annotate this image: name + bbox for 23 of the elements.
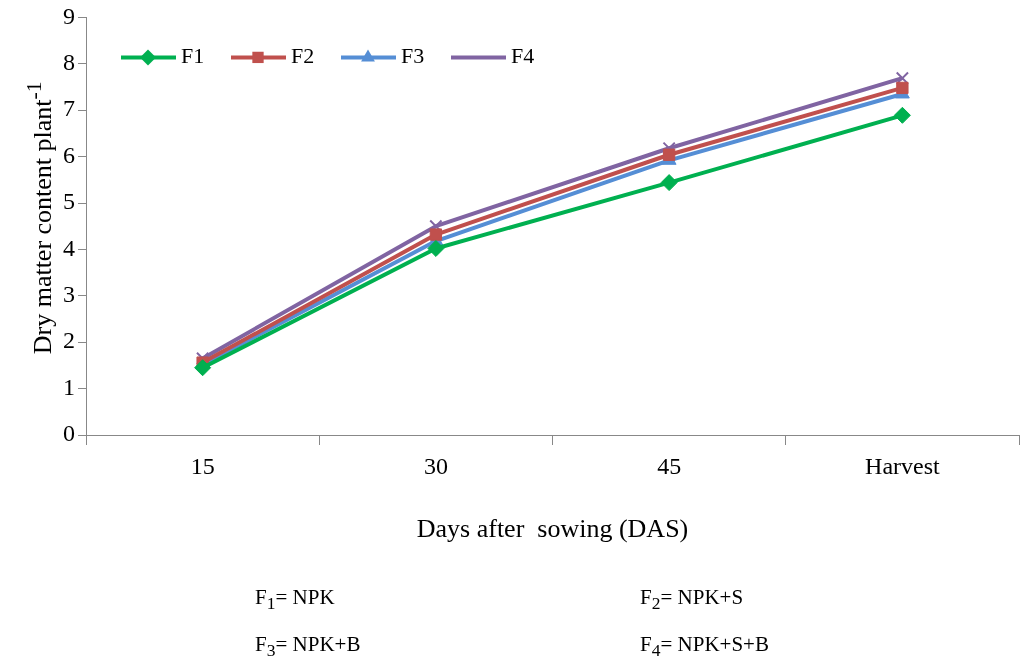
y-tick-label: 3: [63, 281, 75, 308]
y-tick-label: 1: [63, 373, 75, 400]
y-tick-label: 5: [63, 188, 75, 215]
x-tick-label: 45: [657, 452, 682, 479]
x-tick-label: Harvest: [865, 452, 941, 479]
y-tick-label: 7: [63, 95, 75, 122]
x-tick-label: 15: [190, 452, 215, 479]
x-tick-label: 30: [423, 452, 448, 479]
x-axis-title: Days after sowing (DAS): [416, 514, 689, 544]
y-tick-label: 4: [63, 234, 75, 261]
text: F$_{1}$= NPK: [255, 585, 336, 615]
legend-label: F1: [181, 43, 205, 69]
legend-label: F2: [291, 43, 315, 69]
legend-label: F4: [511, 43, 535, 69]
y-tick-label: 6: [63, 141, 75, 168]
y-tick-label: 8: [63, 49, 75, 76]
text: F$_{4}$= NPK+S+B: [640, 632, 770, 662]
text: F$_{3}$= NPK+B: [255, 632, 362, 662]
legend-label: F3: [401, 43, 425, 69]
y-tick-label: 0: [63, 420, 75, 447]
y-tick-label: 2: [63, 327, 75, 354]
text: F$_{2}$= NPK+S: [640, 585, 745, 615]
y-tick-label: 9: [63, 2, 75, 29]
